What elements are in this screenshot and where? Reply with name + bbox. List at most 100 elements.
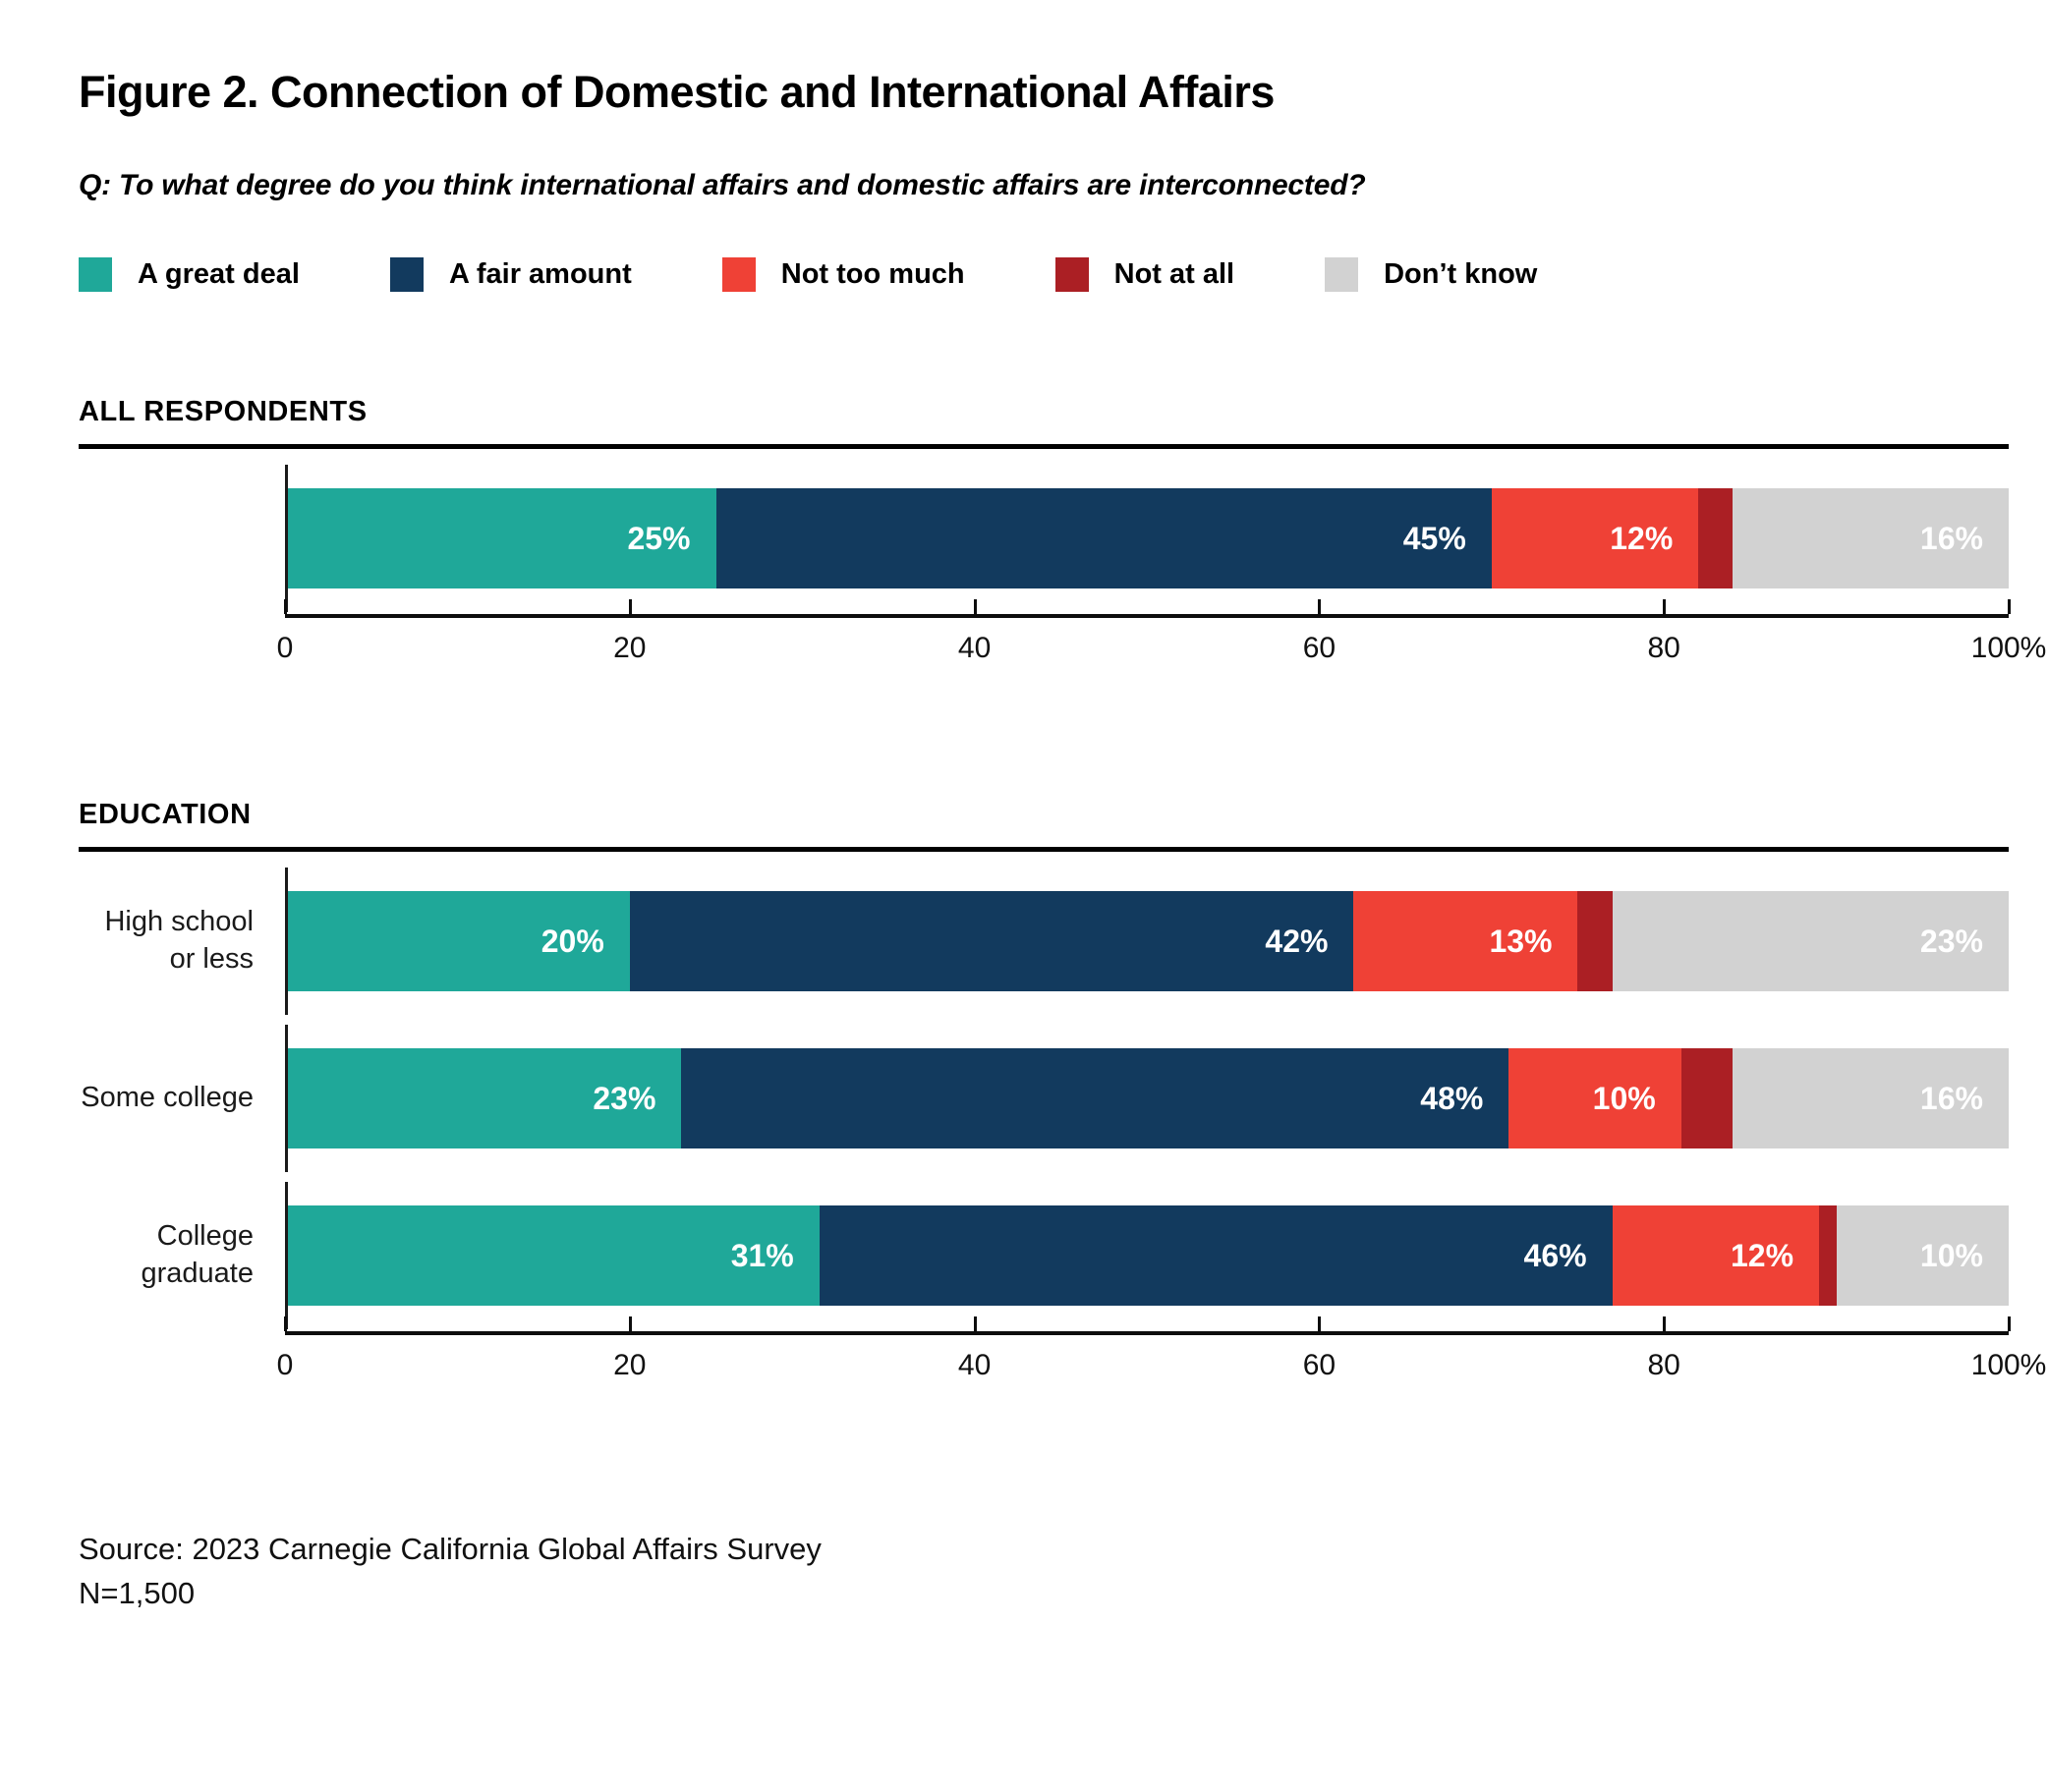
bar-category-label-line: Some college (81, 1082, 254, 1114)
x-axis-tick-label: 80 (1647, 1349, 1680, 1381)
y-axis-tick (285, 868, 288, 1015)
legend-swatch-icon (79, 257, 112, 292)
bar-segment-a-fair-amount: 46% (819, 1205, 1613, 1306)
legend-item-5: Don’t know (1325, 257, 1537, 292)
x-axis-tick-label: 60 (1302, 1349, 1337, 1381)
figure-title: Figure 2. Connection of Domestic and Int… (79, 67, 1275, 117)
x-axis-tick (1318, 1316, 1322, 1331)
bar-segment-not-at-all (1698, 488, 1734, 588)
bar-track: 20% 42% 13% 23% (285, 868, 2009, 1015)
bar-value-label: 12% (1730, 1237, 1794, 1273)
x-axis-tick-label: 0 (276, 1349, 294, 1381)
y-axis-tick (285, 1025, 288, 1172)
source-note: Source: 2023 Carnegie California Global … (79, 1528, 2009, 1616)
bar-segment-not-at-all (1577, 891, 1613, 991)
bar-track: 31% 46% 12% 10% (285, 1182, 2009, 1329)
chart-all-respondents: 25% 45% 12% 16% 0 20 40 60 80 100% (79, 465, 2047, 673)
x-axis-tick-label: 20 (613, 1349, 647, 1381)
table-row: College graduate 31% 46% 12% 10% (79, 1182, 2009, 1329)
y-axis-tick (285, 465, 288, 612)
bar-segment-don-t-know: 16% (1733, 1048, 2009, 1148)
bar-value-label: 45% (1402, 520, 1466, 556)
bar-segment-a-fair-amount: 48% (681, 1048, 1509, 1148)
bar-value-label: 48% (1420, 1080, 1484, 1116)
bar-segment-a-great-deal: 23% (285, 1048, 682, 1148)
x-axis-line (284, 599, 2011, 618)
legend-swatch-icon (389, 257, 424, 292)
legend-item-label: Not at all (1113, 258, 1235, 290)
x-axis-line (284, 1316, 2011, 1335)
legend-item-4: Not at all (1054, 257, 1235, 292)
section-title-education: EDUCATION (79, 799, 252, 830)
legend: A great deal A fair amount Not too much Not… (79, 257, 2009, 292)
bar-segment-not-at-all (1819, 1205, 1837, 1306)
bar-category-label: Some college (79, 1048, 285, 1148)
table-row: Some college 23% 48% 10% 16% (79, 1025, 2009, 1172)
bar-segment-don-t-know: 10% (1836, 1205, 2009, 1306)
bar-value-label: 46% (1523, 1237, 1587, 1273)
section-rule (79, 444, 2009, 449)
bar-value-label: 16% (1919, 1080, 1983, 1116)
legend-item-label: A great deal (138, 258, 300, 290)
bar-value-label: 25% (627, 520, 691, 556)
section-title-all-respondents: ALL RESPONDENTS (79, 396, 368, 427)
x-axis-tick-label: 80 (1647, 632, 1680, 664)
legend-swatch-icon (721, 257, 756, 292)
bar-segment-a-fair-amount: 42% (629, 891, 1354, 991)
bar-value-label: 42% (1265, 923, 1329, 959)
bar-category-label: High school or less (79, 891, 285, 991)
bar-value-label: 10% (1592, 1080, 1656, 1116)
legend-item-1: A great deal (79, 257, 300, 292)
legend-item-3: Not too much (721, 257, 965, 292)
x-axis-tick-label: 40 (957, 632, 992, 664)
bar-segment-not-at-all (1680, 1048, 1734, 1148)
x-axis-tick-label: 60 (1302, 632, 1337, 664)
bar-value-label: 10% (1919, 1237, 1983, 1273)
survey-question: Q: To what degree do you think internati… (79, 169, 1366, 201)
source-line-2: N=1,500 (79, 1575, 196, 1610)
x-axis-tick (1318, 599, 1322, 614)
x-axis-tick (2008, 599, 2011, 614)
bar-value-label: 23% (593, 1080, 656, 1116)
bar-value-label: 23% (1919, 923, 1983, 959)
legend-swatch-icon (1325, 257, 1359, 292)
bar-category-label-line: College (156, 1220, 254, 1253)
x-axis-tick (628, 599, 632, 614)
x-axis-tick (2008, 1316, 2011, 1331)
x-axis-tick (284, 1316, 287, 1331)
bar-segment-don-t-know: 16% (1733, 488, 2009, 588)
bar-segment-a-fair-amount: 45% (715, 488, 1492, 588)
bar-segment-not-too-much: 12% (1491, 488, 1699, 588)
bar-category-label-line: High school (104, 906, 254, 938)
x-axis-labels: 0 20 40 60 80 100% (277, 632, 2047, 673)
bar-segment-a-great-deal: 20% (285, 891, 630, 991)
figure-container: Figure 2. Connection of Domestic and Int… (79, 67, 2047, 1616)
source-line-1: Source: 2023 Carnegie California Global … (79, 1532, 822, 1566)
section-education: EDUCATION High school or less 20% 42% 13% 23%… (79, 799, 2046, 1390)
x-axis-tick (1663, 599, 1667, 614)
bar-category-label-line: graduate (141, 1258, 255, 1289)
bar-category-label-line: or less (169, 943, 254, 975)
x-axis-tick (973, 1316, 977, 1331)
section-rule (79, 847, 2009, 852)
x-axis-tick-label: 40 (957, 1349, 992, 1381)
bar-segment-not-too-much: 12% (1612, 1205, 1820, 1306)
x-axis-tick (628, 1316, 632, 1331)
x-axis-tick-label: 100% (1970, 1349, 2047, 1381)
x-axis-tick-label: 20 (613, 632, 647, 664)
y-axis-tick (285, 1182, 288, 1329)
bar-value-label: 16% (1919, 520, 1983, 556)
legend-item-label: Don’t know (1384, 258, 1538, 290)
bar-value-label: 31% (730, 1237, 794, 1273)
x-axis-tick (1663, 1316, 1667, 1331)
x-axis-tick (284, 599, 287, 614)
x-axis-tick-label: 0 (276, 632, 294, 664)
bar-segment-not-too-much: 10% (1508, 1048, 1681, 1148)
bar-rows: High school or less 20% 42% 13% 23% Some colle… (79, 868, 2009, 1329)
bar-segment-a-great-deal: 25% (285, 488, 716, 588)
legend-item-label: A fair amount (448, 258, 632, 290)
x-axis-tick-label: 100% (1970, 632, 2047, 664)
legend-swatch-icon (1054, 257, 1089, 292)
table-row: High school or less 20% 42% 13% 23% (79, 868, 2009, 1015)
bar-value-label: 12% (1610, 520, 1674, 556)
